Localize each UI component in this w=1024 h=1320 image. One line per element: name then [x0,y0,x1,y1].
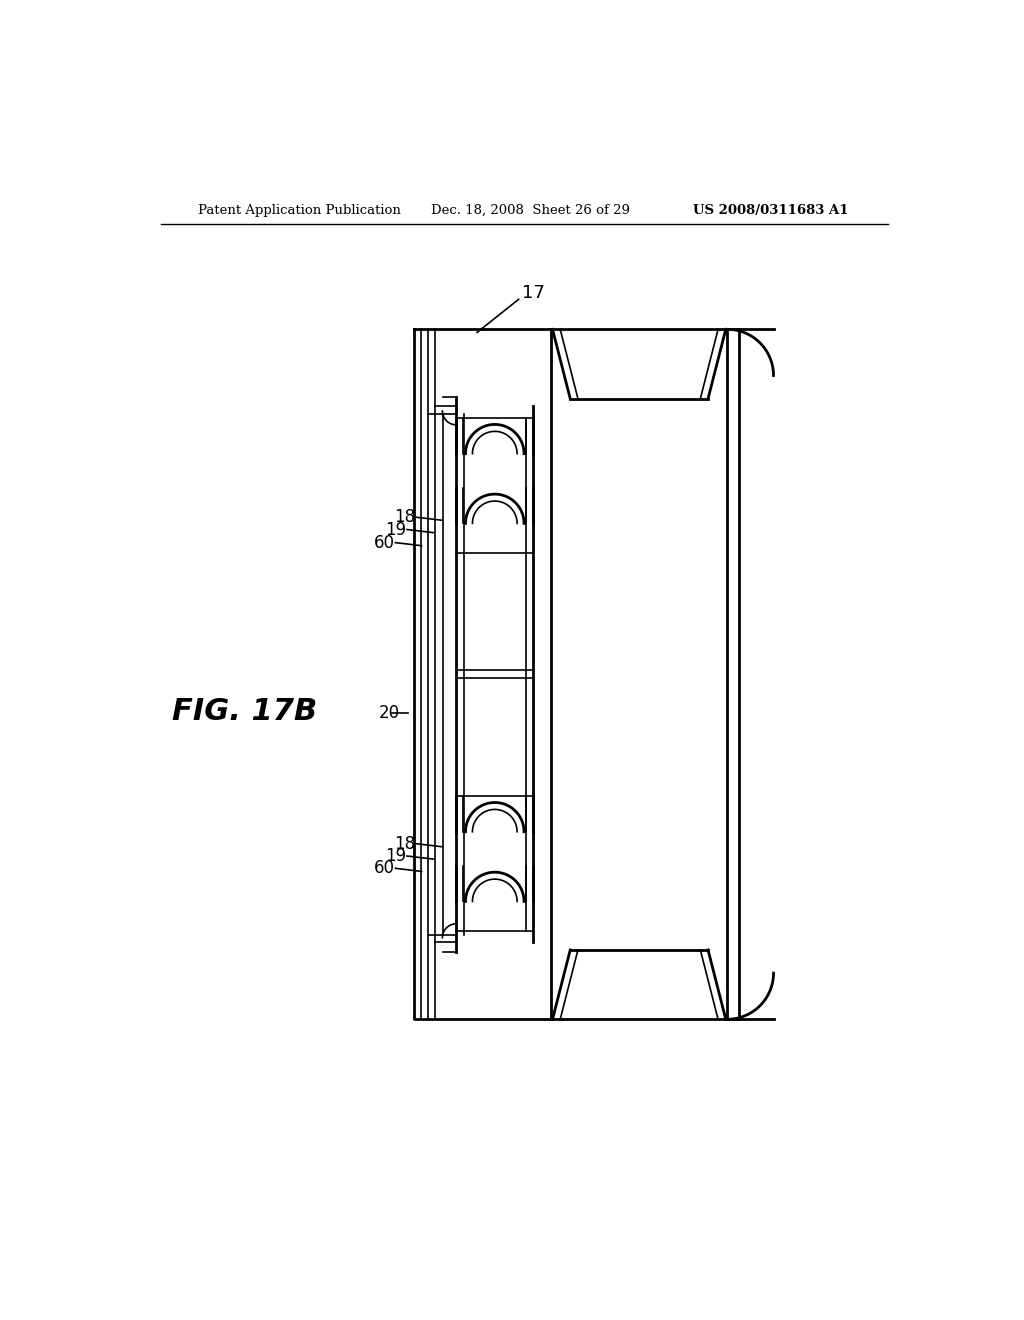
Text: 19: 19 [385,847,407,865]
Text: FIG. 17B: FIG. 17B [172,697,317,726]
Text: 20: 20 [379,704,399,722]
Text: 17: 17 [521,284,545,302]
Text: 60: 60 [374,859,394,878]
Text: 60: 60 [374,533,394,552]
Text: 18: 18 [394,508,416,527]
Text: 18: 18 [394,834,416,853]
Text: Dec. 18, 2008  Sheet 26 of 29: Dec. 18, 2008 Sheet 26 of 29 [431,205,630,218]
Text: Patent Application Publication: Patent Application Publication [199,205,401,218]
Text: 19: 19 [385,520,407,539]
Text: US 2008/0311683 A1: US 2008/0311683 A1 [692,205,848,218]
